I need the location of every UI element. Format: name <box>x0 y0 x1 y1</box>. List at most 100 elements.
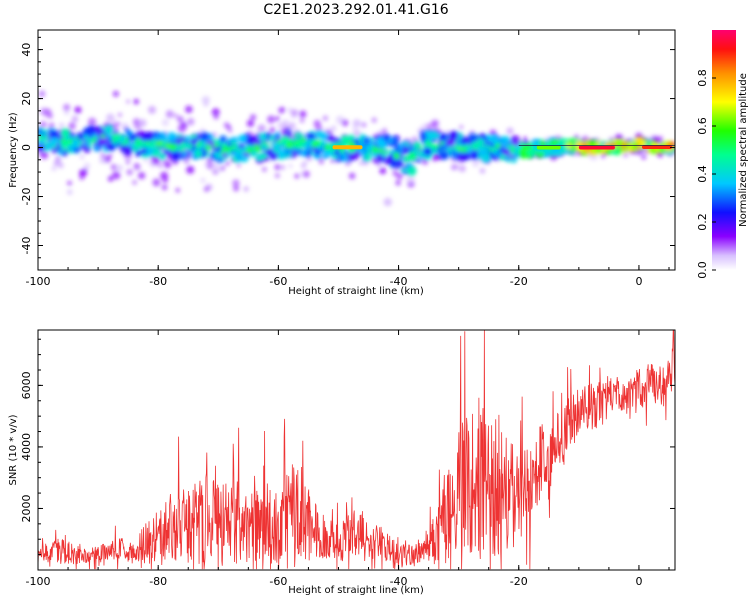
spectrogram-scatter-blob <box>281 119 290 128</box>
spectrogram-core-blob <box>308 141 313 146</box>
spectrogram-scatter-blob <box>269 127 276 133</box>
spectrogram-core-blob <box>183 142 191 150</box>
spectrogram-scatter-blob <box>188 167 193 172</box>
spectrogram-core-blob <box>160 143 166 148</box>
spectrogram-band-blob <box>460 138 468 145</box>
spectrogram-core-blob <box>402 157 407 162</box>
spectrogram-band-blob <box>500 138 508 146</box>
spectrogram-scatter-blob <box>614 133 622 141</box>
spectrogram-core-blob <box>510 149 514 153</box>
snr-series-line <box>38 330 675 570</box>
spectrogram-scatter-blob <box>243 186 249 192</box>
spectrogram-scatter-blob <box>87 117 97 127</box>
spectrogram-core-blob <box>521 145 528 152</box>
spectrogram-band-blob <box>157 132 167 141</box>
spectrogram-y-tick-label: 40 <box>20 43 33 57</box>
spectrogram-core-blob <box>100 133 106 139</box>
spectrogram-band-blob <box>270 152 278 160</box>
spectrogram-band-blob <box>50 143 57 150</box>
spectrogram-scatter-blob <box>107 176 114 182</box>
spectrogram-scatter-blob <box>117 112 122 117</box>
spectrogram-band-blob <box>451 152 457 158</box>
spectrogram-scatter-blob <box>348 172 356 180</box>
spectrogram-scatter-blob <box>600 154 605 159</box>
spectrogram-core-blob <box>93 136 97 140</box>
spectrogram-band-blob <box>85 148 90 153</box>
spectrogram-band-blob <box>258 132 267 142</box>
spectrogram-band-blob <box>381 151 387 157</box>
colorbar-gradient <box>712 30 736 270</box>
spectrogram-scatter-blob <box>341 119 349 127</box>
spectrogram-band-blob <box>514 145 520 151</box>
spectrogram-scatter-blob <box>165 110 174 119</box>
spectrogram-core-blob <box>434 144 440 150</box>
spectrogram-band-blob <box>104 124 114 135</box>
spectrogram-scatter-blob <box>362 159 369 166</box>
spectrogram-band-blob <box>343 149 348 154</box>
spectrogram-band-blob <box>550 151 556 156</box>
spectrogram-heatmap <box>38 90 675 207</box>
spectrogram-band-blob <box>195 150 203 158</box>
spectrogram-band-blob <box>470 141 480 151</box>
spectrogram-scatter-blob <box>294 173 300 179</box>
spectrogram-core-blob <box>530 149 534 153</box>
spectrogram-core-blob <box>502 144 508 149</box>
spectrogram-x-tick-label: -60 <box>269 275 287 288</box>
spectrogram-scatter-blob <box>63 109 70 116</box>
spectrogram-band-blob <box>179 153 185 160</box>
spectrogram-core-blob <box>439 140 445 146</box>
snr-y-axis-label: SNR (10 * v/v) <box>8 414 19 485</box>
spectrogram-scatter-blob <box>431 121 438 128</box>
spectrogram-scatter-blob <box>116 121 121 126</box>
spectrogram-scatter-blob <box>183 158 190 165</box>
spectrogram-band-blob <box>511 136 517 142</box>
spectrogram-core-blob <box>634 144 638 148</box>
spectrogram-band-blob <box>238 143 245 150</box>
snr-y-tick-label: 6000 <box>20 371 33 399</box>
spectrogram-band-blob <box>265 148 272 156</box>
spectrogram-band-blob <box>420 134 428 142</box>
spectrogram-scatter-blob <box>211 108 220 117</box>
spectrogram-scatter-blob <box>300 172 305 177</box>
spectrogram-scatter-blob <box>126 168 133 176</box>
spectrogram-core-blob <box>269 142 273 146</box>
spectrogram-scatter-blob <box>68 122 76 130</box>
spectrogram-core-blob <box>377 149 381 153</box>
spectrogram-core-blob <box>128 142 133 147</box>
spectrogram-scatter-blob <box>99 156 106 164</box>
spectrogram-scatter-blob <box>66 189 73 195</box>
spectrogram-scatter-blob <box>299 110 307 118</box>
spectrogram-scatter-blob <box>261 166 267 172</box>
spectrogram-band-blob <box>509 154 514 159</box>
spectrogram-core-blob <box>409 154 416 161</box>
spectrogram-core-blob <box>507 144 514 150</box>
spectrogram-scatter-blob <box>233 185 240 192</box>
spectrogram-band-blob <box>320 132 329 141</box>
spectrogram-scatter-blob <box>352 126 357 131</box>
spectrogram-band-blob <box>45 144 52 151</box>
colorbar-label: Normalized spectral amplitude <box>738 73 749 227</box>
spectrogram-band-blob <box>394 147 400 153</box>
spectrogram-scatter-blob <box>47 113 53 119</box>
spectrogram-band-blob <box>200 132 209 141</box>
colorbar-tick-label: 0.4 <box>696 165 709 183</box>
spectrogram-scatter-blob <box>161 184 168 191</box>
spectrogram-scatter-blob <box>162 159 167 164</box>
spectrogram-core-blob <box>481 146 485 150</box>
spectrogram-core-blob <box>487 145 492 150</box>
spectrogram-scatter-blob <box>358 161 363 166</box>
spectrogram-scatter-blob <box>74 106 82 114</box>
spectrogram-core-blob <box>323 144 330 151</box>
spectrogram-band-blob <box>307 132 316 140</box>
spectrogram-scatter-blob <box>522 136 528 142</box>
spectrogram-band-blob <box>471 151 479 160</box>
spectrogram-core-blob <box>225 146 231 153</box>
spectrogram-band-blob <box>232 151 240 158</box>
spectrogram-scatter-blob <box>100 152 106 159</box>
spectrogram-core-blob <box>302 142 308 148</box>
spectrogram-core-blob <box>385 149 391 155</box>
spectrogram-core-blob <box>204 145 210 151</box>
spectrogram-scatter-blob <box>38 90 46 98</box>
spectrogram-x-tick-label: -80 <box>149 275 167 288</box>
spectrogram-scatter-blob <box>432 152 441 161</box>
